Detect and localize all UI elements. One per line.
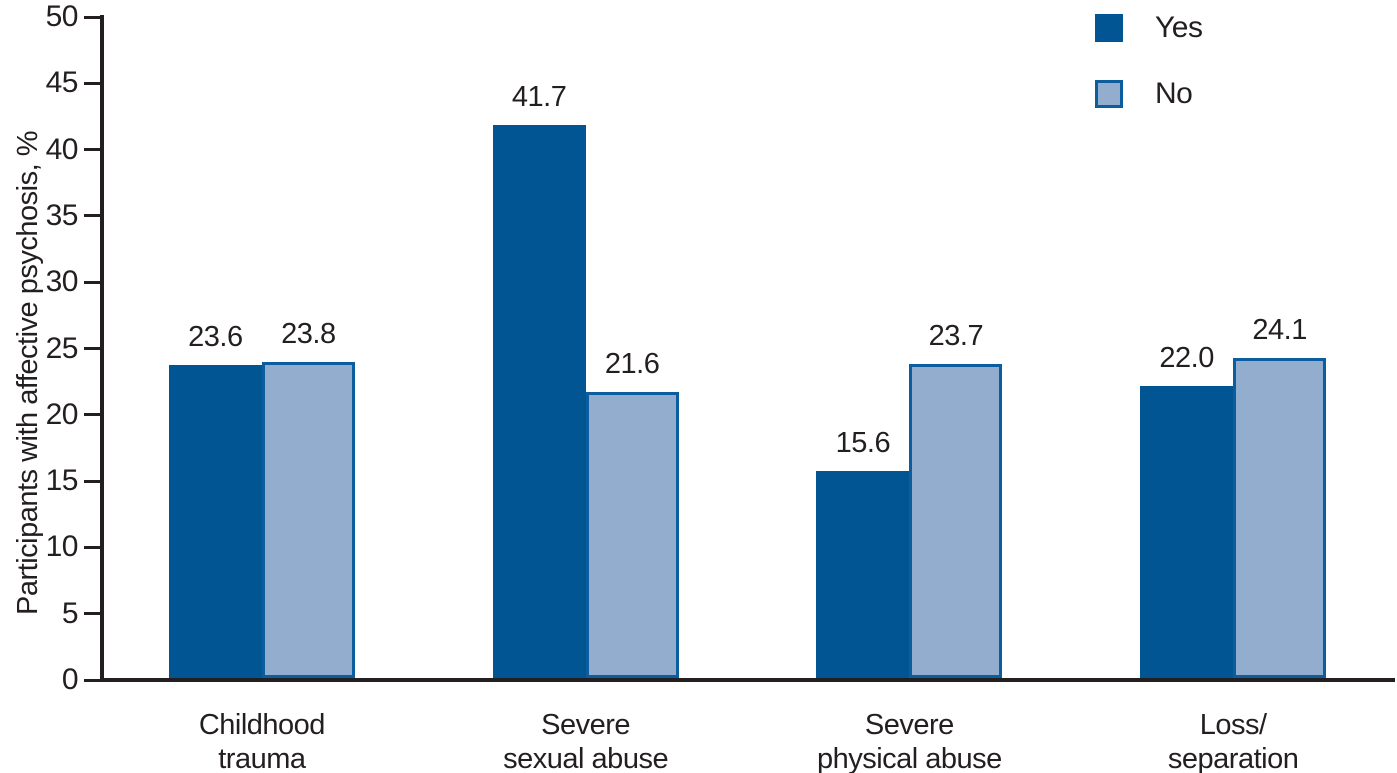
- legend-swatch-yes: [1095, 14, 1123, 42]
- category-label-line: Childhood: [198, 709, 326, 741]
- x-axis-line: [100, 678, 1395, 682]
- bar-no-childhood-trauma: [261, 362, 355, 678]
- category-label-line: Severe: [541, 709, 631, 741]
- bar-yes-severe-physical-abuse: [816, 471, 910, 678]
- legend-item-yes: Yes: [1095, 11, 1203, 44]
- category-label-severe-sexual-abuse: Severe sexual abuse: [466, 708, 706, 773]
- y-tick-mark: [84, 214, 100, 218]
- y-tick-label: 15: [45, 464, 79, 498]
- y-tick-mark: [84, 545, 100, 549]
- legend-label-no: No: [1155, 77, 1193, 110]
- value-label-no-childhood-trauma: 23.8: [281, 318, 336, 350]
- y-tick-label: 40: [45, 132, 79, 166]
- value-label-yes-childhood-trauma: 23.6: [188, 321, 243, 353]
- category-label-childhood-trauma: Childhood trauma: [142, 708, 382, 773]
- value-label-no-loss-separation: 24.1: [1252, 314, 1307, 346]
- y-tick-mark: [84, 81, 100, 85]
- value-label-yes-severe-sexual-abuse: 41.7: [511, 81, 567, 113]
- bar-yes-severe-sexual-abuse: [492, 125, 586, 678]
- bar-yes-childhood-trauma: [168, 365, 262, 678]
- y-tick-label: 10: [45, 530, 79, 564]
- y-tick-label: 50: [45, 0, 79, 33]
- legend-swatch-no: [1095, 80, 1123, 108]
- category-label-loss-separation: Loss/separation: [1113, 708, 1353, 773]
- y-tick-label: 30: [45, 265, 79, 299]
- y-tick-mark: [84, 612, 100, 616]
- y-tick-label: 45: [45, 66, 79, 100]
- value-label-yes-loss-separation: 22.0: [1159, 342, 1214, 374]
- y-tick-mark: [84, 148, 100, 152]
- bar-yes-loss-separation: [1140, 386, 1234, 678]
- y-tick-mark: [84, 15, 100, 19]
- bar-no-severe-physical-abuse: [909, 364, 1003, 678]
- y-tick-mark: [84, 280, 100, 284]
- category-label-line: physical abuse: [816, 743, 1002, 773]
- category-label-line: separation: [1167, 743, 1299, 773]
- legend-item-no: No: [1095, 77, 1193, 110]
- y-tick-label: 35: [45, 198, 79, 232]
- category-label-line: sexual abuse: [503, 743, 669, 773]
- value-label-no-severe-physical-abuse: 23.7: [928, 320, 984, 352]
- legend-label-yes: Yes: [1155, 11, 1203, 44]
- category-label-line: Loss/: [1199, 709, 1267, 741]
- y-tick-mark: [84, 347, 100, 350]
- y-tick-mark: [84, 678, 100, 682]
- y-tick-label: 25: [45, 331, 79, 365]
- y-tick-mark: [84, 413, 100, 417]
- y-axis-line: [100, 15, 104, 682]
- category-label-line: Severe: [864, 709, 954, 741]
- bar-no-severe-sexual-abuse: [585, 392, 679, 678]
- y-tick-label: 20: [45, 397, 79, 431]
- bar-no-loss-separation: [1233, 358, 1327, 678]
- category-label-severe-physical-abuse: Severe physical abuse: [789, 708, 1029, 773]
- value-label-no-severe-sexual-abuse: 21.6: [604, 348, 660, 380]
- category-label-line: trauma: [218, 743, 306, 773]
- y-tick-label: 5: [61, 596, 79, 630]
- value-label-yes-severe-physical-abuse: 15.6: [835, 427, 891, 459]
- y-tick-label: 0: [61, 663, 79, 696]
- y-tick-mark: [84, 479, 100, 483]
